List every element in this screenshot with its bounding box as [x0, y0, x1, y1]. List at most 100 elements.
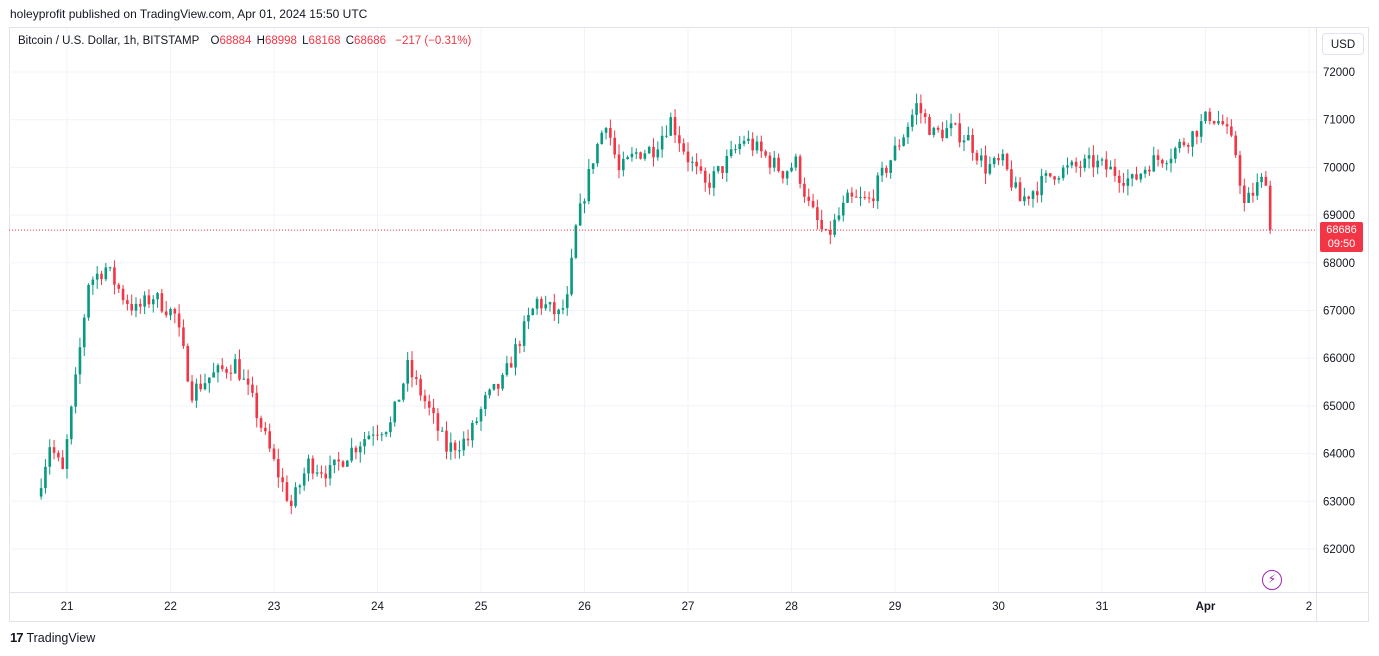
- candle-body: [772, 157, 776, 168]
- price-tick-label: 68000: [1323, 258, 1355, 270]
- candle-body: [682, 143, 685, 152]
- candle-body: [449, 442, 453, 452]
- candle-body: [397, 399, 401, 402]
- candle-body: [785, 171, 789, 179]
- candle-body: [324, 473, 328, 479]
- footer-brand[interactable]: 17 TradingView: [10, 630, 95, 645]
- candle-body: [130, 303, 133, 311]
- candle-body: [678, 135, 681, 144]
- candles: [39, 93, 1272, 515]
- time-tick-label: 21: [61, 601, 74, 613]
- candle-body: [1260, 176, 1263, 183]
- candle-body: [156, 293, 159, 300]
- candle-body: [432, 407, 435, 414]
- time-tick-label: 29: [889, 601, 902, 613]
- candle-body: [350, 447, 353, 461]
- candle-body: [389, 422, 392, 433]
- candle-body: [535, 298, 539, 309]
- candle-body: [992, 157, 996, 165]
- candle-body: [190, 381, 194, 401]
- candle-body: [945, 128, 949, 139]
- candle-body: [229, 372, 233, 374]
- candle-body: [1113, 166, 1117, 176]
- candle-body: [39, 488, 43, 497]
- candle-body: [872, 198, 875, 202]
- candle-body: [833, 219, 836, 235]
- candle-body: [514, 344, 517, 368]
- candle-body: [712, 171, 716, 188]
- candle-body: [277, 459, 280, 478]
- candle-body: [596, 144, 599, 164]
- lightning-icon[interactable]: ⚡: [1262, 570, 1282, 590]
- candle-body: [876, 175, 880, 202]
- candle-body: [850, 192, 854, 197]
- candle-body: [302, 473, 306, 486]
- candle-body: [333, 459, 336, 466]
- candle-body: [1027, 196, 1030, 199]
- candle-body: [445, 430, 448, 452]
- candle-body: [117, 284, 121, 289]
- candle-body: [233, 359, 237, 374]
- candle-body: [660, 135, 664, 150]
- time-tick-label: 22: [164, 601, 177, 613]
- candle-body: [716, 166, 720, 172]
- low-value: 68168: [308, 35, 341, 47]
- time-tick-label: 26: [578, 601, 591, 613]
- symbol-title[interactable]: Bitcoin / U.S. Dollar, 1h, BITSTAMP: [18, 35, 200, 47]
- candle-body: [518, 344, 522, 346]
- candle-body: [703, 170, 707, 183]
- candle-body: [863, 197, 867, 199]
- candle-body: [177, 313, 181, 328]
- candle-body: [100, 273, 103, 280]
- time-tick-label: 27: [682, 601, 695, 613]
- candle-body: [151, 299, 155, 305]
- candle-body: [643, 153, 647, 159]
- candle-body: [540, 298, 543, 309]
- candle-body: [113, 267, 116, 285]
- price-tick-label: 72000: [1323, 67, 1355, 79]
- candle-body: [591, 163, 595, 170]
- candle-body: [626, 157, 629, 160]
- candle-body: [811, 200, 815, 208]
- candle-body: [298, 485, 302, 488]
- candle-body: [609, 127, 612, 138]
- price-tick-label: 67000: [1323, 306, 1355, 318]
- candle-body: [1139, 173, 1143, 180]
- candle-body: [691, 161, 694, 163]
- candle-body: [816, 207, 819, 221]
- candle-body: [453, 442, 457, 451]
- candle-body: [328, 465, 332, 479]
- candle-body: [1230, 126, 1233, 136]
- candle-body: [294, 487, 297, 507]
- currency-button[interactable]: USD: [1322, 33, 1364, 55]
- candle-body: [755, 141, 759, 151]
- candle-body: [777, 157, 780, 172]
- candle-body: [1122, 183, 1125, 186]
- candle-body: [738, 143, 742, 150]
- candle-body: [1018, 182, 1022, 202]
- candle-body: [1048, 173, 1052, 177]
- candle-body: [1161, 159, 1164, 164]
- candle-body: [949, 123, 953, 129]
- time-tick-label: 23: [268, 601, 281, 613]
- candle-body: [1182, 141, 1186, 146]
- candle-body: [199, 383, 202, 390]
- symbol-legend: Bitcoin / U.S. Dollar, 1h, BITSTAMP O688…: [18, 35, 471, 47]
- time-tick-label: 31: [1096, 601, 1109, 613]
- candle-body: [259, 418, 263, 428]
- candle-body: [747, 138, 750, 141]
- candle-body: [1217, 121, 1220, 124]
- candle-body: [1010, 169, 1013, 188]
- time-tick-label: 25: [475, 601, 488, 613]
- time-tick-label: 2: [1306, 601, 1312, 613]
- axes: 62000 63000 64000 65000 66000 67000 68000 69000…: [61, 67, 1355, 613]
- candle-body: [975, 152, 979, 161]
- candle-body: [997, 157, 1000, 161]
- candle-body: [721, 166, 724, 173]
- candle-body: [1156, 155, 1160, 160]
- candle-body: [1264, 176, 1268, 186]
- candle-body: [95, 273, 99, 280]
- candle-body: [919, 103, 923, 114]
- time-tick-label: Apr: [1196, 601, 1216, 613]
